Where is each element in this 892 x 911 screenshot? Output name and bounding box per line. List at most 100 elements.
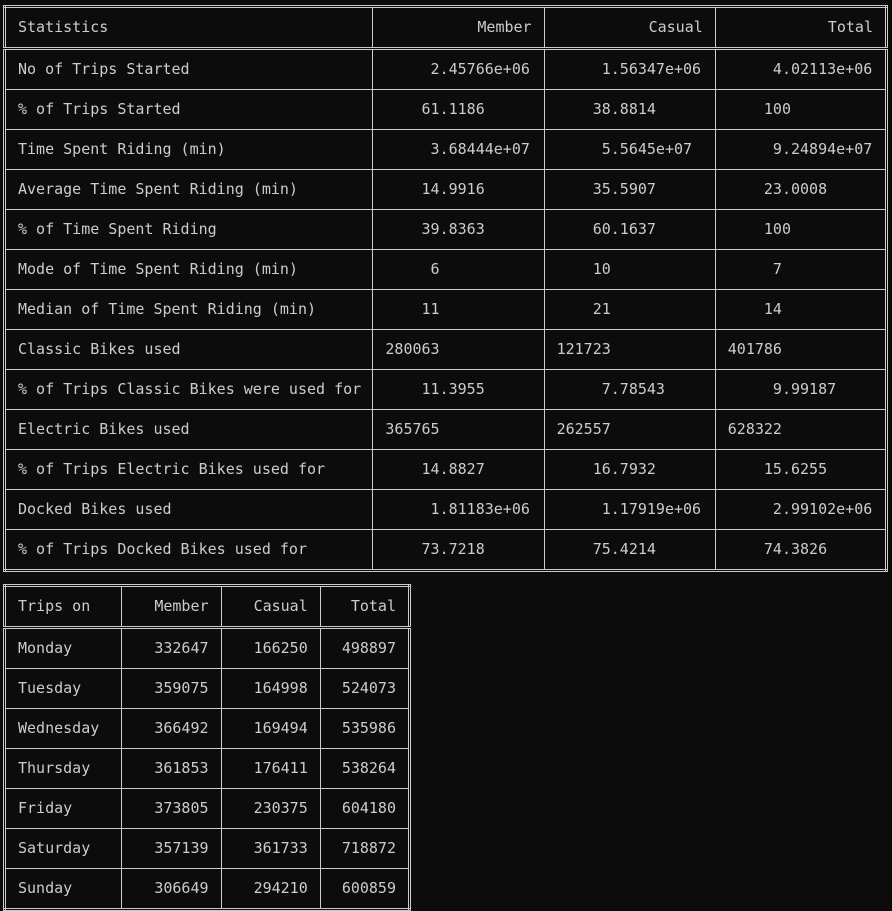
cell-value: 5.5645e+07 bbox=[543, 129, 716, 170]
cell-value: 16.7932 bbox=[543, 449, 716, 490]
cell-value: 1.81183e+06 bbox=[372, 489, 545, 530]
row-label: % of Trips Classic Bikes were used for bbox=[3, 369, 374, 410]
row-label: Wednesday bbox=[3, 708, 123, 749]
row-label: Monday bbox=[3, 627, 123, 669]
cell-value: 35.5907 bbox=[543, 169, 716, 210]
statistics-table: Statistics Member Casual Total No of Trips S… bbox=[3, 5, 888, 572]
cell-value: 2.99102e+06 bbox=[714, 489, 888, 530]
cell-value: 373805 bbox=[121, 788, 222, 829]
table-row: Saturday 357139 361733 718872 bbox=[3, 828, 411, 869]
cell-value: 357139 bbox=[121, 828, 222, 869]
cell-value: 9.99187 bbox=[714, 369, 888, 410]
cell-value: 61.1186 bbox=[372, 89, 545, 130]
cell-value: 294210 bbox=[220, 868, 321, 910]
table-row: Median of Time Spent Riding (min) 11 21 … bbox=[3, 289, 888, 330]
cell-value: 538264 bbox=[319, 748, 411, 789]
row-label: % of Time Spent Riding bbox=[3, 209, 374, 250]
table-row: % of Trips Classic Bikes were used for 1… bbox=[3, 369, 888, 410]
column-header: Total bbox=[319, 585, 411, 629]
cell-value: 14 bbox=[714, 289, 888, 330]
table-row: Electric Bikes used 365765 262557 628322 bbox=[3, 409, 888, 450]
cell-value: 361853 bbox=[121, 748, 222, 789]
table-row: % of Time Spent Riding 39.8363 60.1637 1… bbox=[3, 209, 888, 250]
cell-value: 11 bbox=[372, 289, 545, 330]
cell-value: 401786 bbox=[714, 329, 888, 370]
cell-value: 23.0008 bbox=[714, 169, 888, 210]
cell-value: 14.8827 bbox=[372, 449, 545, 490]
cell-value: 38.8814 bbox=[543, 89, 716, 130]
table-row: % of Trips Started 61.1186 38.8814 100 bbox=[3, 89, 888, 130]
row-label: Saturday bbox=[3, 828, 123, 869]
table-row: Mode of Time Spent Riding (min) 6 10 7 bbox=[3, 249, 888, 290]
column-header: Member bbox=[372, 6, 545, 50]
cell-value: 11.3955 bbox=[372, 369, 545, 410]
cell-value: 524073 bbox=[319, 668, 411, 709]
cell-value: 60.1637 bbox=[543, 209, 716, 250]
cell-value: 280063 bbox=[372, 329, 545, 370]
table-row: Monday 332647 166250 498897 bbox=[3, 627, 411, 669]
table-row: % of Trips Electric Bikes used for 14.88… bbox=[3, 449, 888, 490]
cell-value: 15.6255 bbox=[714, 449, 888, 490]
cell-value: 604180 bbox=[319, 788, 411, 829]
table-row: Time Spent Riding (min) 3.68444e+07 5.56… bbox=[3, 129, 888, 170]
column-header: Trips on bbox=[3, 585, 123, 629]
cell-value: 498897 bbox=[319, 627, 411, 669]
row-label: Docked Bikes used bbox=[3, 489, 374, 530]
cell-value: 230375 bbox=[220, 788, 321, 829]
row-label: % of Trips Started bbox=[3, 89, 374, 130]
cell-value: 365765 bbox=[372, 409, 545, 450]
row-label: Mode of Time Spent Riding (min) bbox=[3, 249, 374, 290]
row-label: Median of Time Spent Riding (min) bbox=[3, 289, 374, 330]
cell-value: 75.4214 bbox=[543, 529, 716, 571]
row-label: Tuesday bbox=[3, 668, 123, 709]
cell-value: 164998 bbox=[220, 668, 321, 709]
cell-value: 628322 bbox=[714, 409, 888, 450]
cell-value: 10 bbox=[543, 249, 716, 290]
cell-value: 718872 bbox=[319, 828, 411, 869]
cell-value: 39.8363 bbox=[372, 209, 545, 250]
cell-value: 306649 bbox=[121, 868, 222, 910]
cell-value: 361733 bbox=[220, 828, 321, 869]
cell-value: 262557 bbox=[543, 409, 716, 450]
table-row: No of Trips Started 2.45766e+06 1.56347e… bbox=[3, 48, 888, 90]
header-row: Trips on Member Casual Total bbox=[3, 585, 411, 629]
cell-value: 7 bbox=[714, 249, 888, 290]
cell-value: 1.56347e+06 bbox=[543, 48, 716, 90]
cell-value: 2.45766e+06 bbox=[372, 48, 545, 90]
table-row: Classic Bikes used 280063 121723 401786 bbox=[3, 329, 888, 370]
cell-value: 169494 bbox=[220, 708, 321, 749]
table-row: Average Time Spent Riding (min) 14.9916 … bbox=[3, 169, 888, 210]
table-row: % of Trips Docked Bikes used for 73.7218… bbox=[3, 529, 888, 571]
cell-value: 100 bbox=[714, 89, 888, 130]
table-row: Thursday 361853 176411 538264 bbox=[3, 748, 411, 789]
cell-value: 359075 bbox=[121, 668, 222, 709]
row-label: Thursday bbox=[3, 748, 123, 789]
column-header: Casual bbox=[543, 6, 716, 50]
header-row: Statistics Member Casual Total bbox=[3, 6, 888, 50]
column-header: Statistics bbox=[3, 6, 374, 50]
row-label: Electric Bikes used bbox=[3, 409, 374, 450]
cell-value: 3.68444e+07 bbox=[372, 129, 545, 170]
table-row: Tuesday 359075 164998 524073 bbox=[3, 668, 411, 709]
row-label: % of Trips Electric Bikes used for bbox=[3, 449, 374, 490]
table-row: Friday 373805 230375 604180 bbox=[3, 788, 411, 829]
trips-by-day-table: Trips on Member Casual Total Monday 332647 166… bbox=[3, 584, 411, 911]
table-row: Wednesday 366492 169494 535986 bbox=[3, 708, 411, 749]
column-header: Member bbox=[121, 585, 222, 629]
cell-value: 332647 bbox=[121, 627, 222, 669]
row-label: Friday bbox=[3, 788, 123, 829]
row-label: No of Trips Started bbox=[3, 48, 374, 90]
cell-value: 1.17919e+06 bbox=[543, 489, 716, 530]
cell-value: 535986 bbox=[319, 708, 411, 749]
cell-value: 100 bbox=[714, 209, 888, 250]
cell-value: 366492 bbox=[121, 708, 222, 749]
cell-value: 600859 bbox=[319, 868, 411, 910]
cell-value: 6 bbox=[372, 249, 545, 290]
row-label: Time Spent Riding (min) bbox=[3, 129, 374, 170]
cell-value: 4.02113e+06 bbox=[714, 48, 888, 90]
cell-value: 21 bbox=[543, 289, 716, 330]
column-header: Total bbox=[714, 6, 888, 50]
cell-value: 14.9916 bbox=[372, 169, 545, 210]
column-header: Casual bbox=[220, 585, 321, 629]
table-row: Sunday 306649 294210 600859 bbox=[3, 868, 411, 910]
